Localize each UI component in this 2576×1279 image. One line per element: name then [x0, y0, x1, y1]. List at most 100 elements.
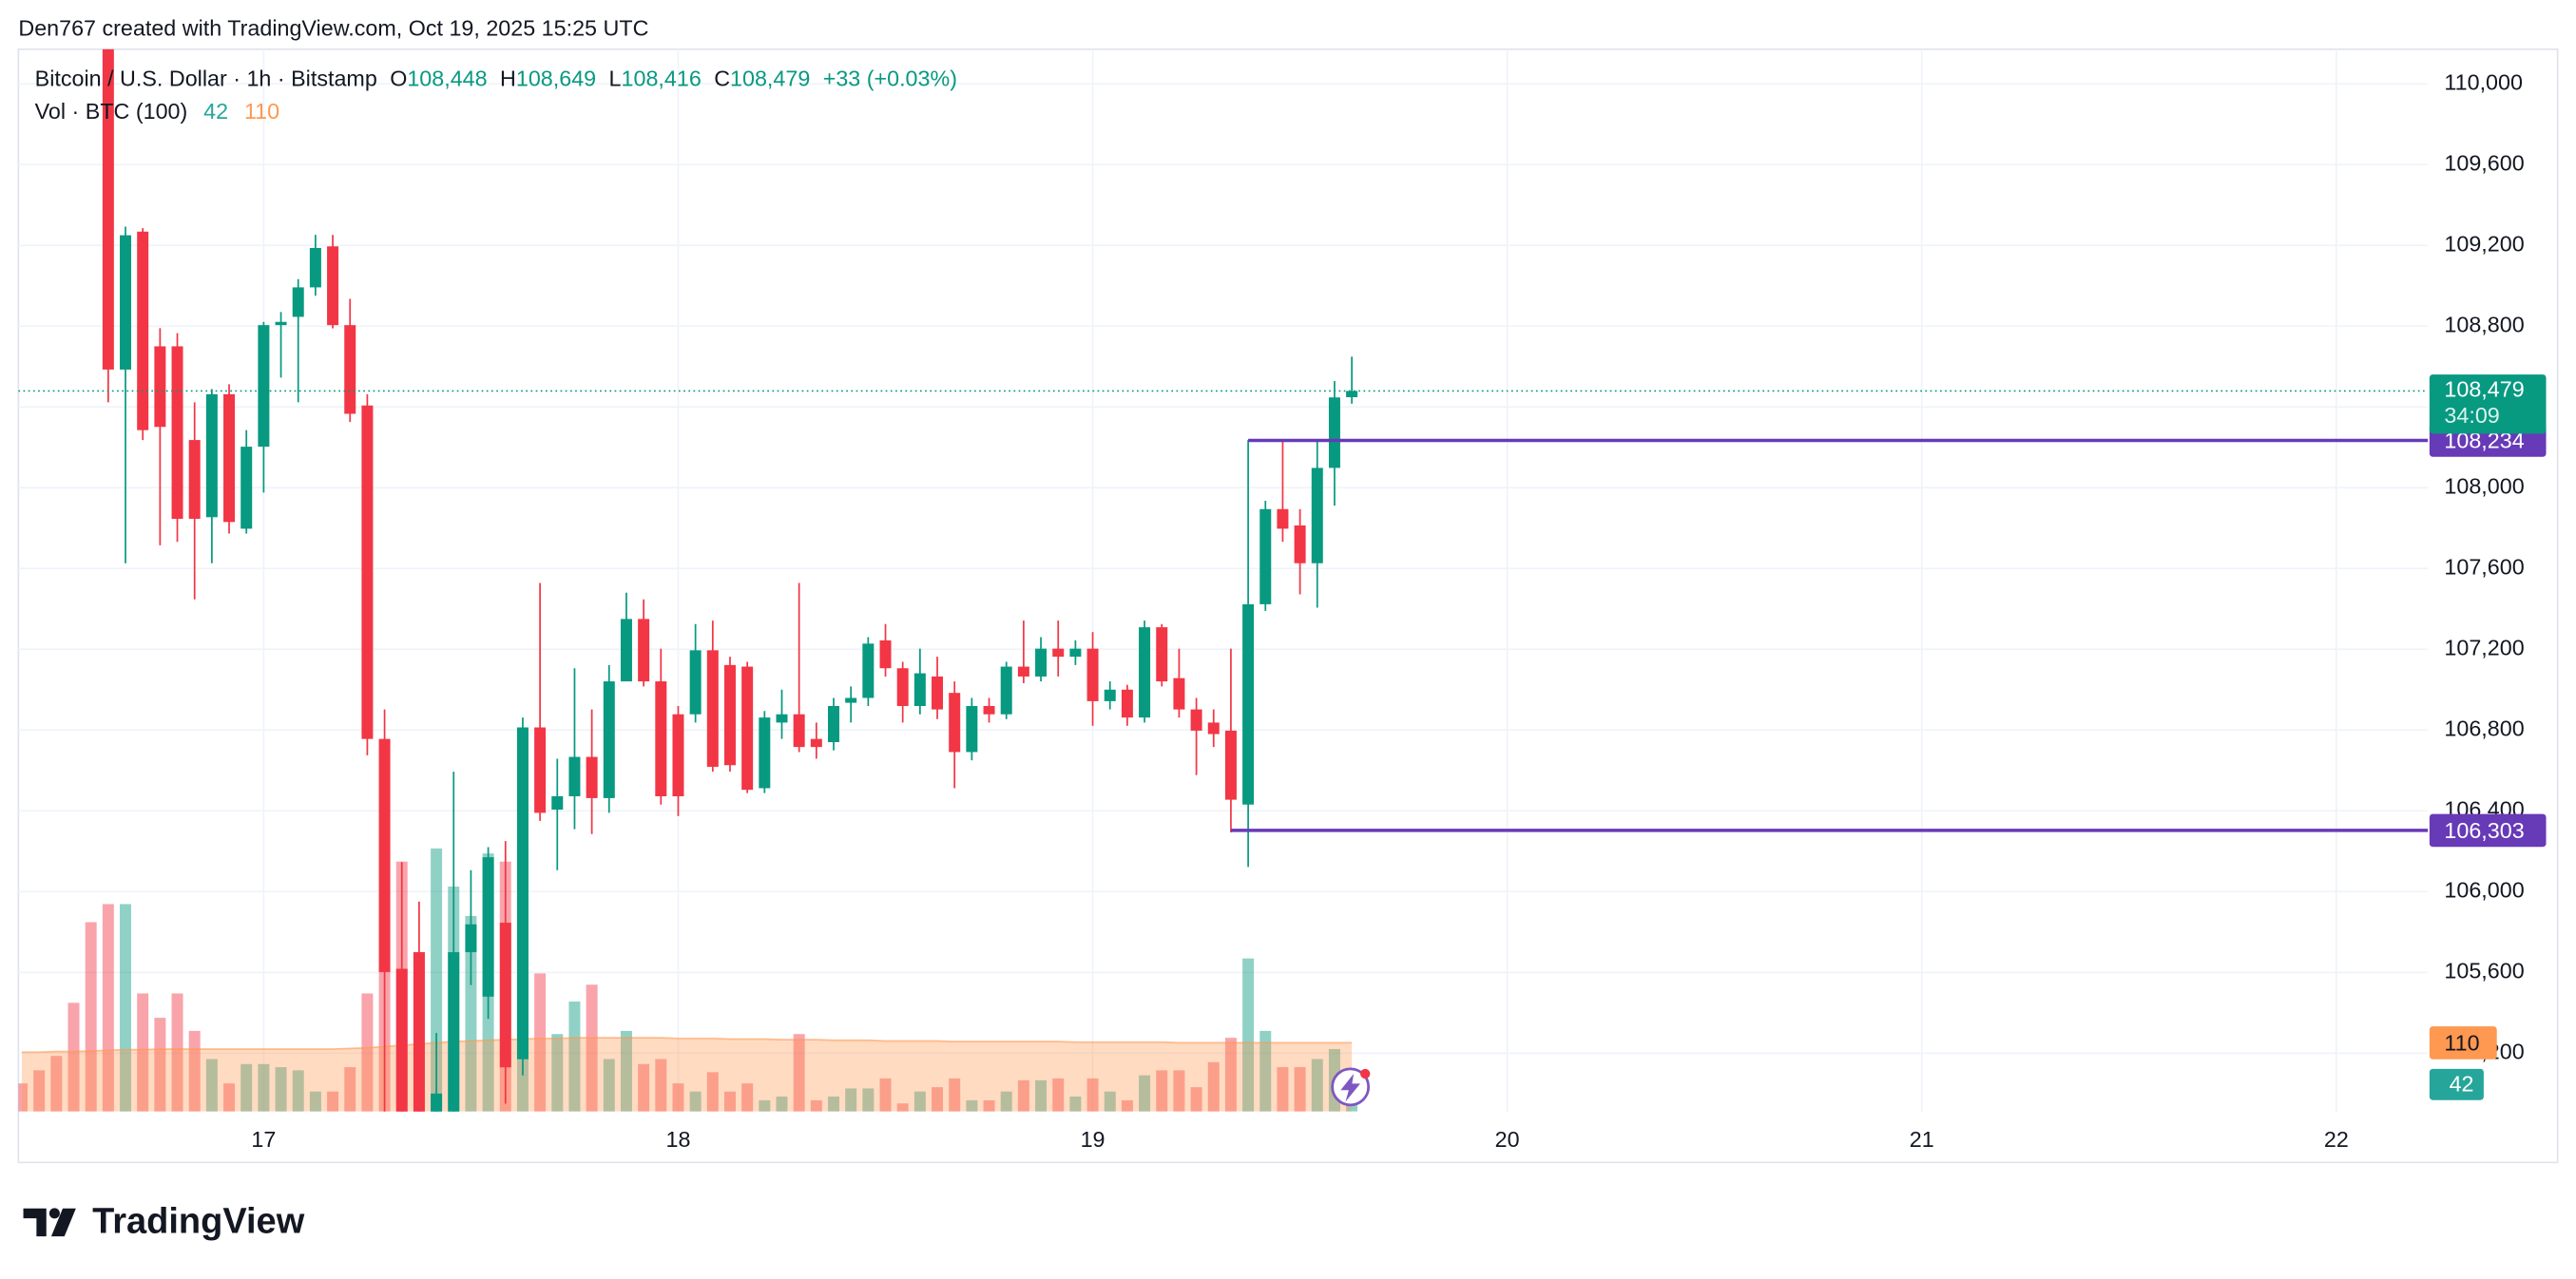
volume-bar — [776, 1096, 788, 1112]
volume-bar — [828, 1096, 840, 1112]
volume-bar — [154, 1018, 166, 1112]
volume-bar — [1224, 1038, 1237, 1112]
volume-bar — [759, 1099, 771, 1112]
candle-body — [534, 727, 547, 813]
volume-ma-area — [22, 1038, 1353, 1112]
volume-bar — [50, 1056, 63, 1112]
volume-bar — [1277, 1067, 1289, 1112]
candle-body — [862, 643, 875, 698]
volume-bar — [85, 922, 97, 1112]
volume-bar — [949, 1078, 961, 1112]
legend-open: 108,448 — [407, 67, 487, 91]
candle-body — [1052, 648, 1065, 658]
volume-bar — [655, 1059, 667, 1112]
volume-ma-line — [22, 1037, 1353, 1054]
volume-bar — [327, 1091, 339, 1112]
volume-bar — [1242, 958, 1255, 1112]
volume-bar — [465, 915, 477, 1112]
legend-symbol: Bitcoin / U.S. Dollar · 1h · Bitstamp — [35, 67, 377, 91]
candle-body — [309, 247, 321, 288]
x-tick-label: 21 — [1910, 1127, 1934, 1152]
x-tick-label: 20 — [1495, 1127, 1520, 1152]
volume-bar — [1294, 1067, 1306, 1112]
candle-body — [620, 619, 632, 682]
y-tick-label: 106,800 — [2444, 716, 2524, 740]
volume-bar — [551, 1034, 564, 1112]
candle-body — [205, 393, 218, 518]
volume-bar — [741, 1083, 754, 1112]
volume-bar — [845, 1088, 857, 1112]
candle-body — [966, 705, 978, 753]
volume-bar — [1259, 1030, 1272, 1112]
volume-bar — [1069, 1096, 1082, 1112]
candle-body — [1139, 627, 1151, 718]
volume-bar — [67, 1002, 80, 1112]
chart-frame — [17, 48, 2559, 1164]
candle-body — [672, 714, 684, 796]
candle-body — [983, 705, 995, 715]
y-tick-label: 108,800 — [2444, 312, 2524, 336]
candle-body — [499, 923, 511, 1068]
volume-bar — [620, 1030, 632, 1112]
candle-body — [448, 952, 460, 1112]
candle-body — [689, 650, 702, 715]
volume-bar — [188, 1030, 201, 1112]
candle-body — [568, 756, 581, 796]
candle-body — [879, 640, 892, 669]
y-tick-label: 106,000 — [2444, 877, 2524, 902]
volume-bar — [1139, 1075, 1151, 1112]
candle-body — [1069, 648, 1082, 658]
volume-bar — [431, 848, 443, 1112]
candle-body — [949, 693, 961, 753]
candle-body — [275, 321, 287, 326]
candle-body — [810, 738, 822, 748]
candle-body — [154, 346, 166, 428]
candle-body — [102, 48, 114, 370]
candle-body — [638, 619, 650, 682]
y-tick-label: 107,200 — [2444, 635, 2524, 659]
volume-bar — [603, 1059, 615, 1112]
legend-line: Bitcoin / U.S. Dollar · 1h · Bitstamp O1… — [35, 67, 957, 91]
volume-bar — [932, 1087, 944, 1112]
candle-body — [706, 650, 719, 767]
volume-bar — [723, 1091, 736, 1112]
legend-change: +33 (+0.03%) — [823, 67, 957, 91]
price-pane — [102, 48, 1358, 1112]
candle-body — [1242, 603, 1255, 805]
volume-ma-badge-label: 110 — [2444, 1030, 2479, 1055]
volume-bar — [1017, 1079, 1029, 1112]
y-tick-label: 107,600 — [2444, 554, 2524, 579]
candle-body — [120, 235, 132, 370]
candle-body — [1190, 709, 1202, 731]
volume-badge — [2429, 1068, 2484, 1100]
candle-body — [395, 968, 408, 1112]
volume-pane — [18, 845, 1358, 1112]
volume-last: 42 — [203, 99, 228, 124]
volume-bar — [258, 1063, 270, 1112]
candle-body — [1207, 722, 1220, 735]
brand-name: TradingView — [92, 1201, 305, 1241]
candle-body — [431, 1093, 443, 1112]
candle-body — [845, 697, 857, 703]
candle-body — [741, 666, 754, 791]
candle-body — [344, 325, 356, 414]
legend-close: 108,479 — [730, 67, 810, 91]
volume-bar — [137, 993, 149, 1112]
volume-bar — [292, 1070, 304, 1112]
candle-body — [793, 714, 805, 748]
volume-title: Vol · BTC (100) — [35, 99, 188, 124]
candle-body — [327, 246, 339, 326]
candle-body — [776, 714, 788, 723]
countdown-label: 34:09 — [2444, 403, 2499, 428]
candle-body — [1086, 648, 1099, 701]
y-tick-label: 105,600 — [2444, 958, 2524, 983]
candle-body — [551, 795, 564, 811]
candle-body — [223, 393, 236, 523]
credit: Den767 created with TradingView.com, Oct… — [18, 15, 648, 40]
candle-body — [603, 681, 615, 798]
volume-bar — [534, 973, 547, 1112]
volume-bar — [309, 1091, 321, 1112]
candle-body — [516, 727, 529, 1059]
